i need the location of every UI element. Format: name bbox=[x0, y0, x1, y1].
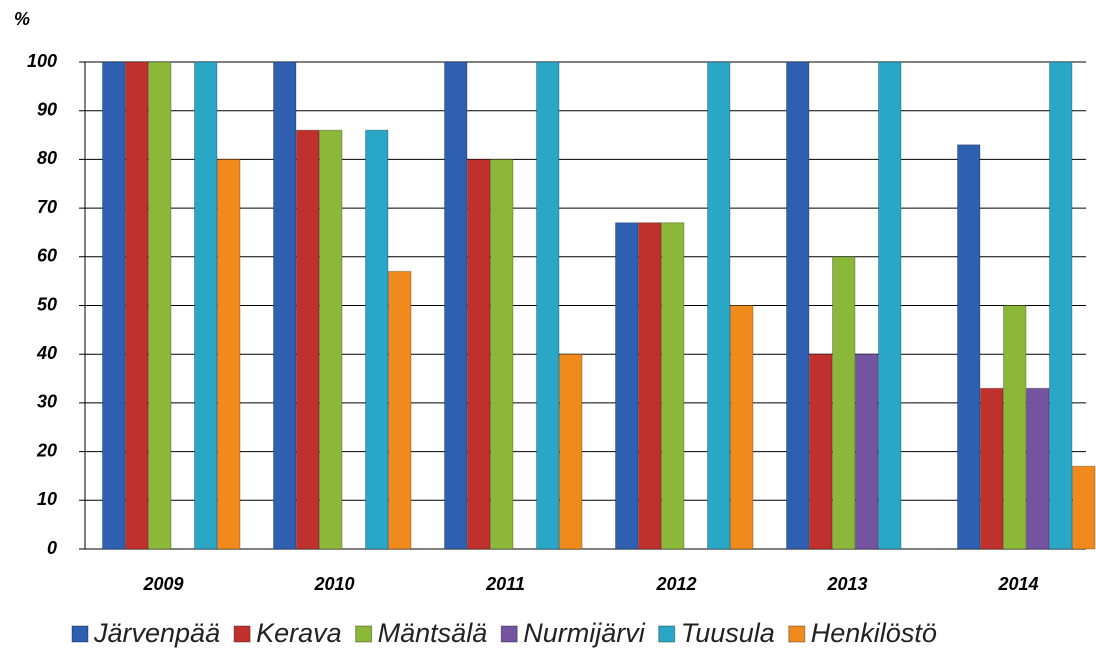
y-tick-label: 0 bbox=[47, 538, 57, 558]
legend-swatch bbox=[71, 625, 89, 643]
y-tick-label: 90 bbox=[37, 99, 57, 119]
bar bbox=[444, 61, 468, 550]
y-tick-label: 80 bbox=[37, 148, 57, 168]
y-tick-label: 10 bbox=[37, 489, 57, 509]
bar bbox=[980, 387, 1004, 550]
x-tick-label: 2012 bbox=[655, 574, 696, 594]
x-tick-label: 2009 bbox=[142, 574, 183, 594]
bar bbox=[273, 61, 297, 550]
bar bbox=[125, 61, 149, 550]
x-tick-label: 2013 bbox=[826, 574, 867, 594]
bar bbox=[296, 129, 320, 550]
legend-label: Kerava bbox=[256, 618, 342, 648]
bar bbox=[1026, 387, 1050, 550]
bar bbox=[786, 61, 810, 550]
bar bbox=[319, 129, 343, 550]
bar bbox=[615, 222, 639, 550]
bar bbox=[365, 129, 389, 550]
bar bbox=[1049, 61, 1073, 550]
y-tick-label: 50 bbox=[37, 294, 57, 314]
y-tick-label: 100 bbox=[27, 51, 57, 71]
bar bbox=[194, 61, 218, 550]
x-tick-label: 2010 bbox=[313, 574, 354, 594]
bar bbox=[1072, 465, 1096, 550]
bar bbox=[878, 61, 902, 550]
bar bbox=[217, 158, 241, 550]
y-tick-label: 60 bbox=[37, 246, 57, 266]
bar bbox=[536, 61, 560, 550]
bar bbox=[148, 61, 172, 550]
legend-swatch bbox=[355, 625, 373, 643]
bar bbox=[638, 222, 662, 550]
legend-label: Henkilöstö bbox=[811, 618, 937, 648]
y-tick-label: 20 bbox=[36, 440, 57, 460]
legend-label: Tuusula bbox=[681, 618, 775, 648]
bar bbox=[1003, 305, 1027, 550]
bar bbox=[855, 353, 879, 550]
bar bbox=[957, 144, 981, 550]
bar bbox=[661, 222, 685, 550]
bar bbox=[102, 61, 126, 550]
bar bbox=[490, 158, 514, 550]
bar bbox=[707, 61, 731, 550]
bar bbox=[467, 158, 491, 550]
y-axis-label: % bbox=[14, 9, 30, 29]
bar bbox=[730, 305, 754, 550]
bar bbox=[832, 256, 856, 550]
y-tick-label: 40 bbox=[36, 343, 57, 363]
legend-swatch bbox=[658, 625, 676, 643]
bar bbox=[559, 353, 583, 550]
x-tick-label: 2011 bbox=[485, 574, 525, 594]
legend-label: Mäntsälä bbox=[378, 618, 488, 648]
x-tick-label: 2014 bbox=[997, 574, 1038, 594]
y-tick-label: 30 bbox=[37, 392, 57, 412]
legend-swatch bbox=[788, 625, 806, 643]
legend-label: Nurmijärvi bbox=[523, 618, 646, 648]
legend-swatch bbox=[233, 625, 251, 643]
y-tick-label: 70 bbox=[37, 197, 57, 217]
legend-swatch bbox=[500, 625, 518, 643]
legend-label: Järvenpää bbox=[93, 618, 220, 648]
bar bbox=[809, 353, 833, 550]
bar bbox=[388, 270, 412, 550]
